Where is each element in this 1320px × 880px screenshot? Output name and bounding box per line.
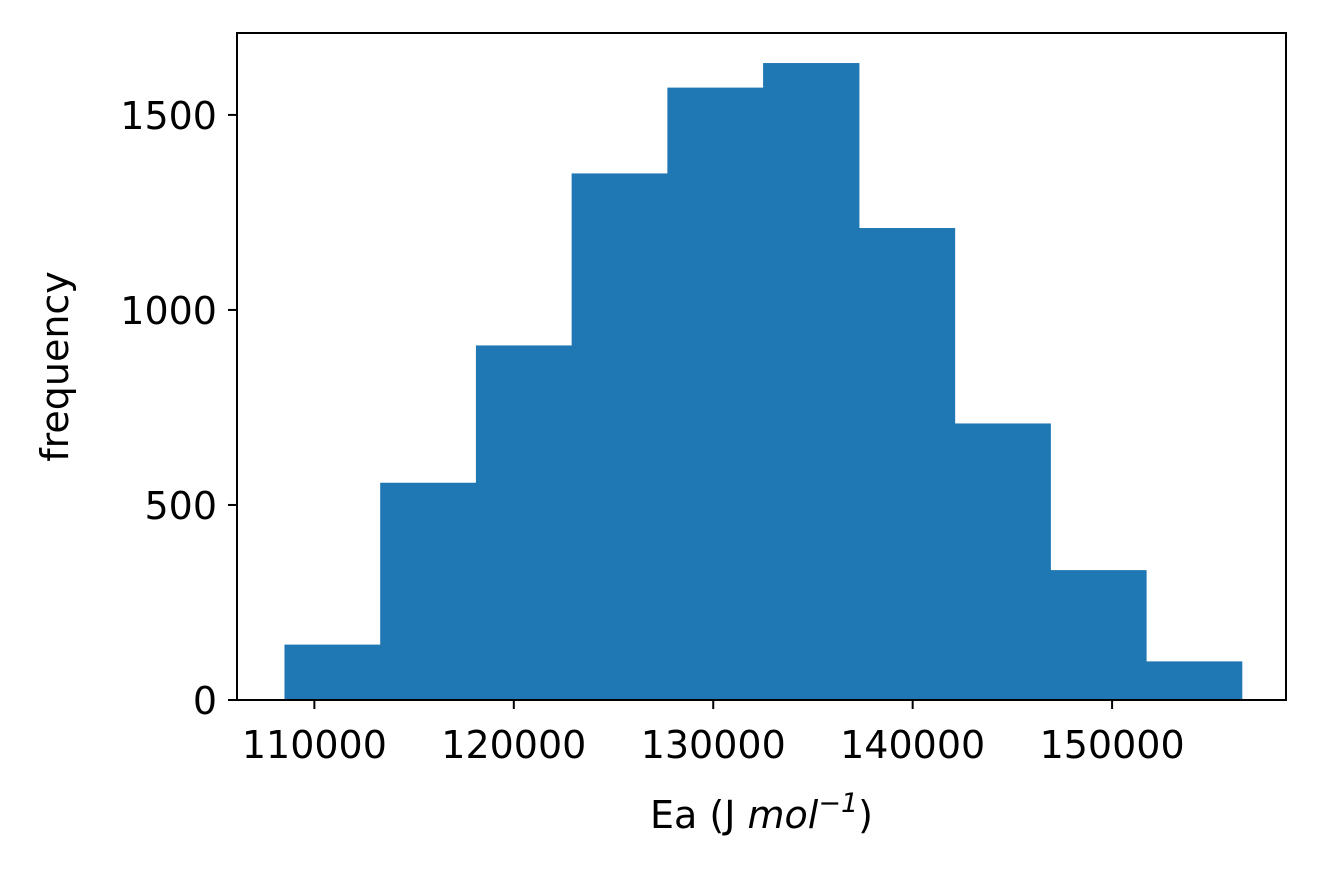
x-tick-label: 140000 <box>840 723 985 767</box>
histogram-bar <box>380 482 477 700</box>
histogram-bar <box>763 63 860 701</box>
histogram-bars <box>284 63 1243 701</box>
y-axis-label: frequency <box>33 271 77 462</box>
plot-frame <box>236 32 1287 701</box>
histogram-bar <box>1050 570 1147 700</box>
x-axis-label-unit: mol <box>748 793 819 837</box>
x-axis-label-close: ) <box>858 793 873 837</box>
histogram-bar <box>1146 661 1243 700</box>
y-tick-label: 1500 <box>120 94 217 138</box>
x-axis-label-exponent: −1 <box>818 788 858 819</box>
y-tick-label: 500 <box>144 484 217 528</box>
histogram-bar <box>667 87 764 701</box>
x-axis-ticks: 110000 120000 130000 140000 150000 <box>242 700 1185 767</box>
x-tick-label: 120000 <box>441 723 586 767</box>
histogram-bar <box>858 228 956 700</box>
y-tick-label: 1000 <box>120 289 217 333</box>
x-axis-label: Ea (J mol−1) <box>650 788 873 837</box>
histogram-bar <box>475 345 573 700</box>
x-tick-label: 150000 <box>1040 723 1185 767</box>
y-tick-label: 0 <box>193 679 217 723</box>
y-axis-ticks: 0 500 1000 1500 <box>120 94 237 723</box>
histogram-bar <box>954 423 1051 700</box>
x-tick-label: 110000 <box>242 723 387 767</box>
x-tick-label: 130000 <box>641 723 786 767</box>
histogram-bar <box>571 173 668 701</box>
x-axis-label-text: Ea (J <box>650 793 748 837</box>
histogram-bar <box>284 644 381 700</box>
